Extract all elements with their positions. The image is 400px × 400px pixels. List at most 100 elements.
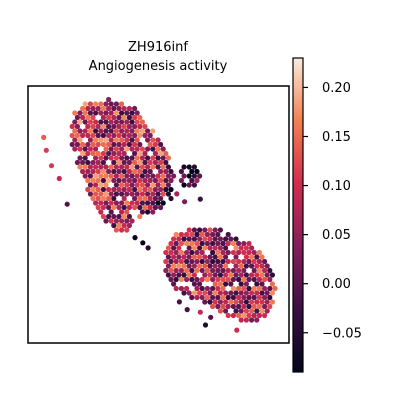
spot [95,177,101,184]
spot [234,327,240,333]
spot [171,263,177,269]
spot [80,168,86,175]
spot [189,249,195,256]
spot [142,159,148,166]
spot [134,137,140,143]
spot [238,290,244,296]
spot [215,258,221,265]
spot [142,150,148,157]
spot [111,150,117,157]
spot [204,231,210,238]
spot [111,195,117,202]
spot [132,114,138,121]
spot [147,132,153,139]
spot [246,285,252,292]
spot [262,258,268,265]
spot [137,168,143,175]
spot [121,186,127,193]
spot [254,317,260,323]
spot [124,164,130,170]
spot [199,276,205,283]
spot [137,195,143,202]
chart-subtitle: Angiogenesis activity [89,59,228,74]
spot [111,141,117,148]
spot [126,186,132,193]
spot [168,186,174,193]
spot [217,263,223,269]
spot [95,123,101,130]
spot [262,294,268,301]
spot [124,209,130,215]
spot [132,105,138,112]
spot [147,204,153,211]
spot [126,141,132,148]
spot [121,195,127,202]
spot [155,146,161,152]
spot [189,177,195,184]
spot [113,200,119,206]
spot [238,317,244,323]
spot [116,222,122,229]
spot [165,272,171,278]
spot [174,191,180,197]
spot [121,159,127,166]
spot [98,128,104,134]
spot [228,272,234,278]
spot [93,128,99,134]
spot [121,177,127,184]
spot [108,155,114,161]
spot [207,290,213,296]
spot [256,258,262,265]
spot [77,146,83,152]
spot [243,272,249,278]
spot [186,236,192,242]
spot [90,186,96,193]
spot [132,150,138,157]
spot [132,204,138,211]
spot [43,147,49,153]
spot [77,128,83,134]
spot [256,294,262,301]
spot [246,249,252,256]
spot [199,231,205,238]
spot [249,290,255,296]
spot [139,146,145,152]
spot [225,231,231,238]
spot [119,164,125,170]
spot [191,173,197,179]
spot [129,218,135,224]
spot [158,195,164,202]
spot [191,254,197,260]
spot [230,285,236,292]
spot [236,267,242,274]
spot [243,299,249,305]
spot [165,191,171,197]
spot [119,119,125,125]
spot [178,168,184,175]
spot [95,168,101,175]
spot [168,177,174,184]
spot [145,155,151,161]
spot [132,195,138,202]
spot [108,218,114,224]
spot [194,258,200,265]
spot [142,195,148,202]
spot [189,240,195,247]
spot [134,164,140,170]
spot [158,186,164,193]
spot [147,159,153,166]
spot [126,213,132,220]
spot [132,132,138,139]
spot [124,110,130,116]
spot [215,285,221,292]
spot [269,299,275,305]
spot [98,119,104,125]
spot [225,276,231,283]
spot [243,245,249,251]
spot [48,163,55,169]
spot [85,114,91,121]
spot [259,281,265,287]
spot [217,272,223,278]
spot [160,146,166,152]
spot [137,204,143,211]
